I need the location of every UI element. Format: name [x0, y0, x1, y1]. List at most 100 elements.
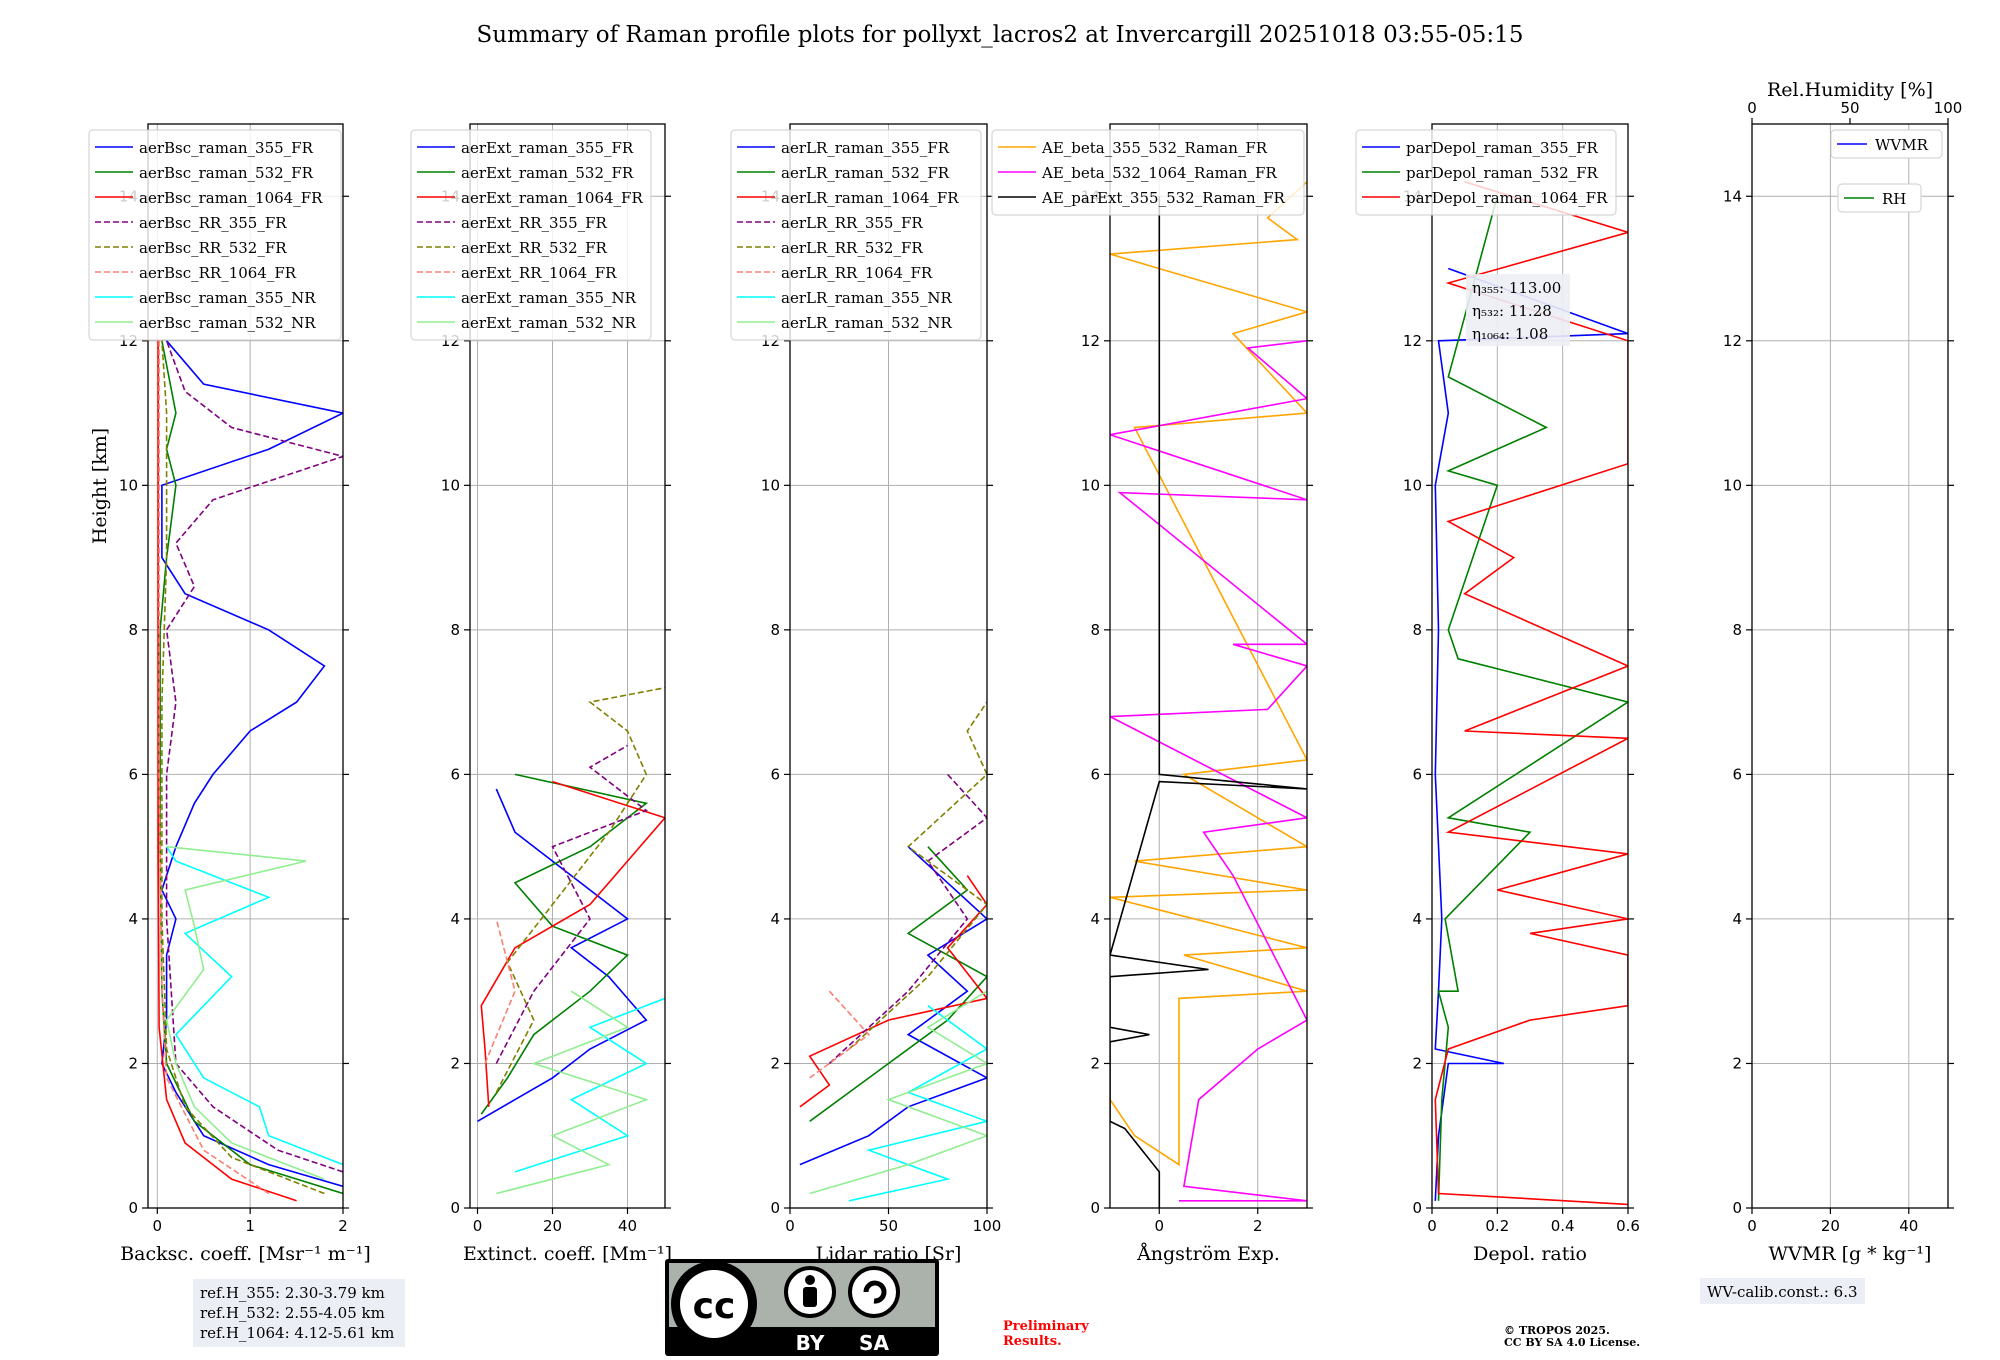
- y-tick-label: 12: [1723, 332, 1742, 350]
- series-line-aerExt_RR_1064_FR: [484, 918, 516, 1064]
- ref-heights-bg: [193, 1279, 405, 1347]
- x-tick-label: 0.2: [1485, 1217, 1509, 1235]
- series-line-aerBsc_raman_532_FR: [159, 340, 343, 1195]
- legend-label: aerLR_RR_532_FR: [781, 239, 923, 257]
- x-tick-label: 0: [785, 1217, 795, 1235]
- preliminary-label: Preliminary: [1003, 1319, 1089, 1334]
- x-tick-label: 0: [1154, 1217, 1164, 1235]
- legend-label: aerBsc_RR_1064_FR: [139, 264, 297, 282]
- series-group: [1110, 181, 1307, 1208]
- y-tick-label: 8: [1412, 621, 1422, 639]
- x-tick-label: 40: [1899, 1217, 1918, 1235]
- legend-label: aerBsc_raman_532_NR: [139, 314, 316, 332]
- series-line-aerExt_raman_1064_FR: [480, 780, 665, 1107]
- x-tick-label: 0: [1747, 1217, 1757, 1235]
- series-line-aerLR_raman_532_FR: [809, 846, 987, 1122]
- series-line-aerExt_raman_532_FR: [480, 773, 649, 1115]
- y-tick-label: 0: [450, 1199, 460, 1217]
- series-line-aerBsc_RR_532_FR: [161, 340, 325, 1195]
- legend-box: [1837, 183, 1922, 213]
- y-tick-label: 10: [1723, 476, 1742, 494]
- x-tick-label: 1: [245, 1217, 255, 1235]
- y-tick-label: 6: [1732, 765, 1742, 783]
- series-line-AE_beta_355_532_Raman_FR: [1110, 181, 1307, 1167]
- y-tick-label: 6: [1090, 765, 1100, 783]
- series-line-aerLR_raman_532_NR: [809, 990, 987, 1195]
- legend: aerBsc_raman_355_FR aerBsc_raman_532_FRae…: [88, 129, 342, 341]
- panel-angstrom: 0202468101214Ångström Exp.AE_beta_355_53…: [991, 123, 1313, 1265]
- top-x-tick-label: 0: [1747, 99, 1757, 117]
- y-axis-label: Height [km]: [89, 428, 111, 544]
- legend-label: aerBsc_raman_355_NR: [139, 289, 316, 307]
- figure-title: Summary of Raman profile plots for polly…: [477, 22, 1524, 48]
- legend-box: [1355, 129, 1617, 216]
- series-line-parDepol_raman_1064_FR: [1434, 181, 1628, 1206]
- x-axis-label: WVMR [g * kg⁻¹]: [1769, 1243, 1932, 1265]
- legend-label: AE_beta_532_1064_Raman_FR: [1041, 164, 1277, 182]
- sa-share-icon: [848, 1266, 900, 1318]
- ref-height-355: ref.H_355: 2.30-3.79 km: [200, 1284, 385, 1302]
- y-tick-label: 0: [1090, 1199, 1100, 1217]
- series-line-aerBsc_RR_355_FR: [165, 340, 343, 1173]
- series-group: [1434, 181, 1628, 1206]
- series-line-aerBsc_RR_1064_FR: [158, 340, 270, 1195]
- series-line-aerBsc_raman_1064_FR: [157, 340, 297, 1202]
- legend-label: aerExt_raman_532_NR: [461, 314, 637, 332]
- top-axis-label: Rel.Humidity [%]: [1767, 79, 1933, 101]
- series-line-aerBsc_raman_532_NR: [165, 845, 325, 1180]
- eta-annotation-line: η₁₀₆₄: 1.08: [1472, 325, 1548, 343]
- series-group: [799, 701, 987, 1202]
- y-tick-label: 14: [1723, 187, 1742, 205]
- legend-label: aerExt_RR_355_FR: [461, 214, 608, 232]
- legend-label: aerBsc_RR_355_FR: [139, 214, 287, 232]
- series-line-aerExt_raman_355_NR: [514, 997, 665, 1173]
- legend-label: parDepol_raman_532_FR: [1406, 164, 1599, 182]
- ref-height-532: ref.H_532: 2.55-4.05 km: [200, 1304, 385, 1322]
- panel-lidarratio: 05010002468101214Lidar ratio [Sr]aerLR_r…: [730, 123, 1001, 1265]
- panels: 01202468101214Backsc. coeff. [Msr⁻¹ m⁻¹]…: [88, 79, 1962, 1265]
- legend-label: WVMR: [1875, 136, 1929, 154]
- y-tick-label: 4: [1732, 910, 1742, 928]
- x-tick-label: 20: [543, 1217, 562, 1235]
- series-line-aerLR_RR_1064_FR: [809, 990, 870, 1079]
- legend-label: aerExt_raman_532_FR: [461, 164, 634, 182]
- series-line-aerExt_RR_532_FR: [495, 686, 665, 1093]
- y-tick-label: 8: [450, 621, 460, 639]
- y-tick-label: 12: [1403, 332, 1422, 350]
- wv-calib-bg: [1700, 1278, 1865, 1304]
- by-label: BY: [796, 1331, 825, 1355]
- y-tick-label: 6: [128, 765, 138, 783]
- axes-frame: [469, 123, 666, 1209]
- x-axis-label: Depol. ratio: [1473, 1243, 1587, 1265]
- series-line-aerLR_RR_355_FR: [828, 773, 987, 1065]
- y-tick-label: 10: [119, 476, 138, 494]
- y-tick-label: 0: [1412, 1199, 1422, 1217]
- y-tick-label: 2: [128, 1054, 138, 1072]
- y-tick-label: 2: [1090, 1054, 1100, 1072]
- y-tick-label: 4: [1090, 910, 1100, 928]
- legend: WVMR RH: [1830, 129, 1943, 213]
- cc-by-sa-badge: cc BY SA: [665, 1259, 939, 1356]
- legend-label: aerBsc_RR_532_FR: [139, 239, 287, 257]
- y-tick-label: 10: [441, 476, 460, 494]
- legend-label: parDepol_raman_1064_FR: [1406, 189, 1608, 207]
- legend-label: aerBsc_raman_532_FR: [139, 164, 314, 182]
- y-tick-label: 2: [770, 1054, 780, 1072]
- panel-depol: 00.20.40.602468101214Depol. ratioparDepo…: [1355, 123, 1640, 1265]
- series-line-aerLR_RR_532_FR: [848, 701, 987, 1050]
- legend-label: aerLR_raman_532_FR: [781, 164, 950, 182]
- legend-box: [730, 129, 982, 341]
- x-tick-label: 20: [1821, 1217, 1840, 1235]
- x-tick-label: 50: [879, 1217, 898, 1235]
- x-tick-label: 40: [618, 1217, 637, 1235]
- ref-heights-box: ref.H_355: 2.30-3.79 km ref.H_532: 2.55-…: [193, 1279, 405, 1347]
- cc-logo-text: cc: [693, 1286, 736, 1327]
- y-tick-label: 4: [770, 910, 780, 928]
- legend: aerLR_raman_355_FR aerLR_raman_532_FR aerL…: [730, 129, 982, 341]
- legend-label: aerLR_RR_355_FR: [781, 214, 923, 232]
- legend-label: parDepol_raman_355_FR: [1406, 139, 1599, 157]
- by-person-body: [803, 1287, 817, 1307]
- series-line-aerExt_raman_532_NR: [496, 990, 649, 1195]
- wv-calib-box: WV-calib.const.: 6.3: [1700, 1278, 1865, 1304]
